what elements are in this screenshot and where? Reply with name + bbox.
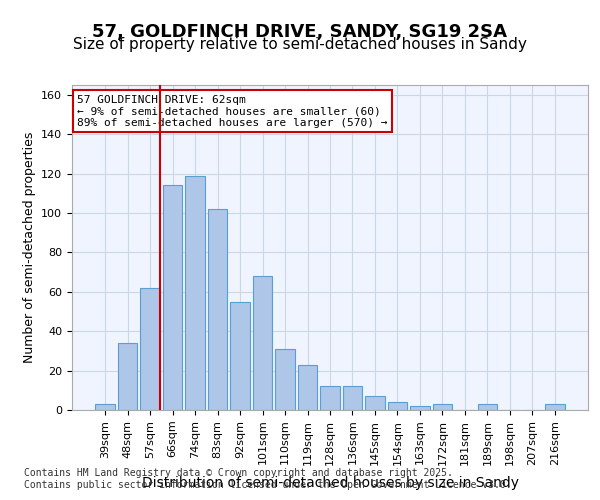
- Bar: [140, 288, 160, 410]
- Text: Contains HM Land Registry data © Crown copyright and database right 2025.
Contai: Contains HM Land Registry data © Crown c…: [24, 468, 512, 490]
- Bar: [320, 386, 340, 410]
- Bar: [545, 404, 565, 410]
- Bar: [230, 302, 250, 410]
- Bar: [410, 406, 430, 410]
- Bar: [208, 209, 227, 410]
- Y-axis label: Number of semi-detached properties: Number of semi-detached properties: [23, 132, 35, 363]
- Bar: [478, 404, 497, 410]
- Bar: [185, 176, 205, 410]
- Bar: [343, 386, 362, 410]
- Bar: [95, 404, 115, 410]
- X-axis label: Distribution of semi-detached houses by size in Sandy: Distribution of semi-detached houses by …: [142, 476, 518, 490]
- Bar: [118, 343, 137, 410]
- Text: 57 GOLDFINCH DRIVE: 62sqm
← 9% of semi-detached houses are smaller (60)
89% of s: 57 GOLDFINCH DRIVE: 62sqm ← 9% of semi-d…: [77, 94, 388, 128]
- Text: Size of property relative to semi-detached houses in Sandy: Size of property relative to semi-detach…: [73, 38, 527, 52]
- Bar: [365, 396, 385, 410]
- Text: 57, GOLDFINCH DRIVE, SANDY, SG19 2SA: 57, GOLDFINCH DRIVE, SANDY, SG19 2SA: [92, 22, 508, 40]
- Bar: [275, 349, 295, 410]
- Bar: [298, 364, 317, 410]
- Bar: [433, 404, 452, 410]
- Bar: [388, 402, 407, 410]
- Bar: [253, 276, 272, 410]
- Bar: [163, 186, 182, 410]
